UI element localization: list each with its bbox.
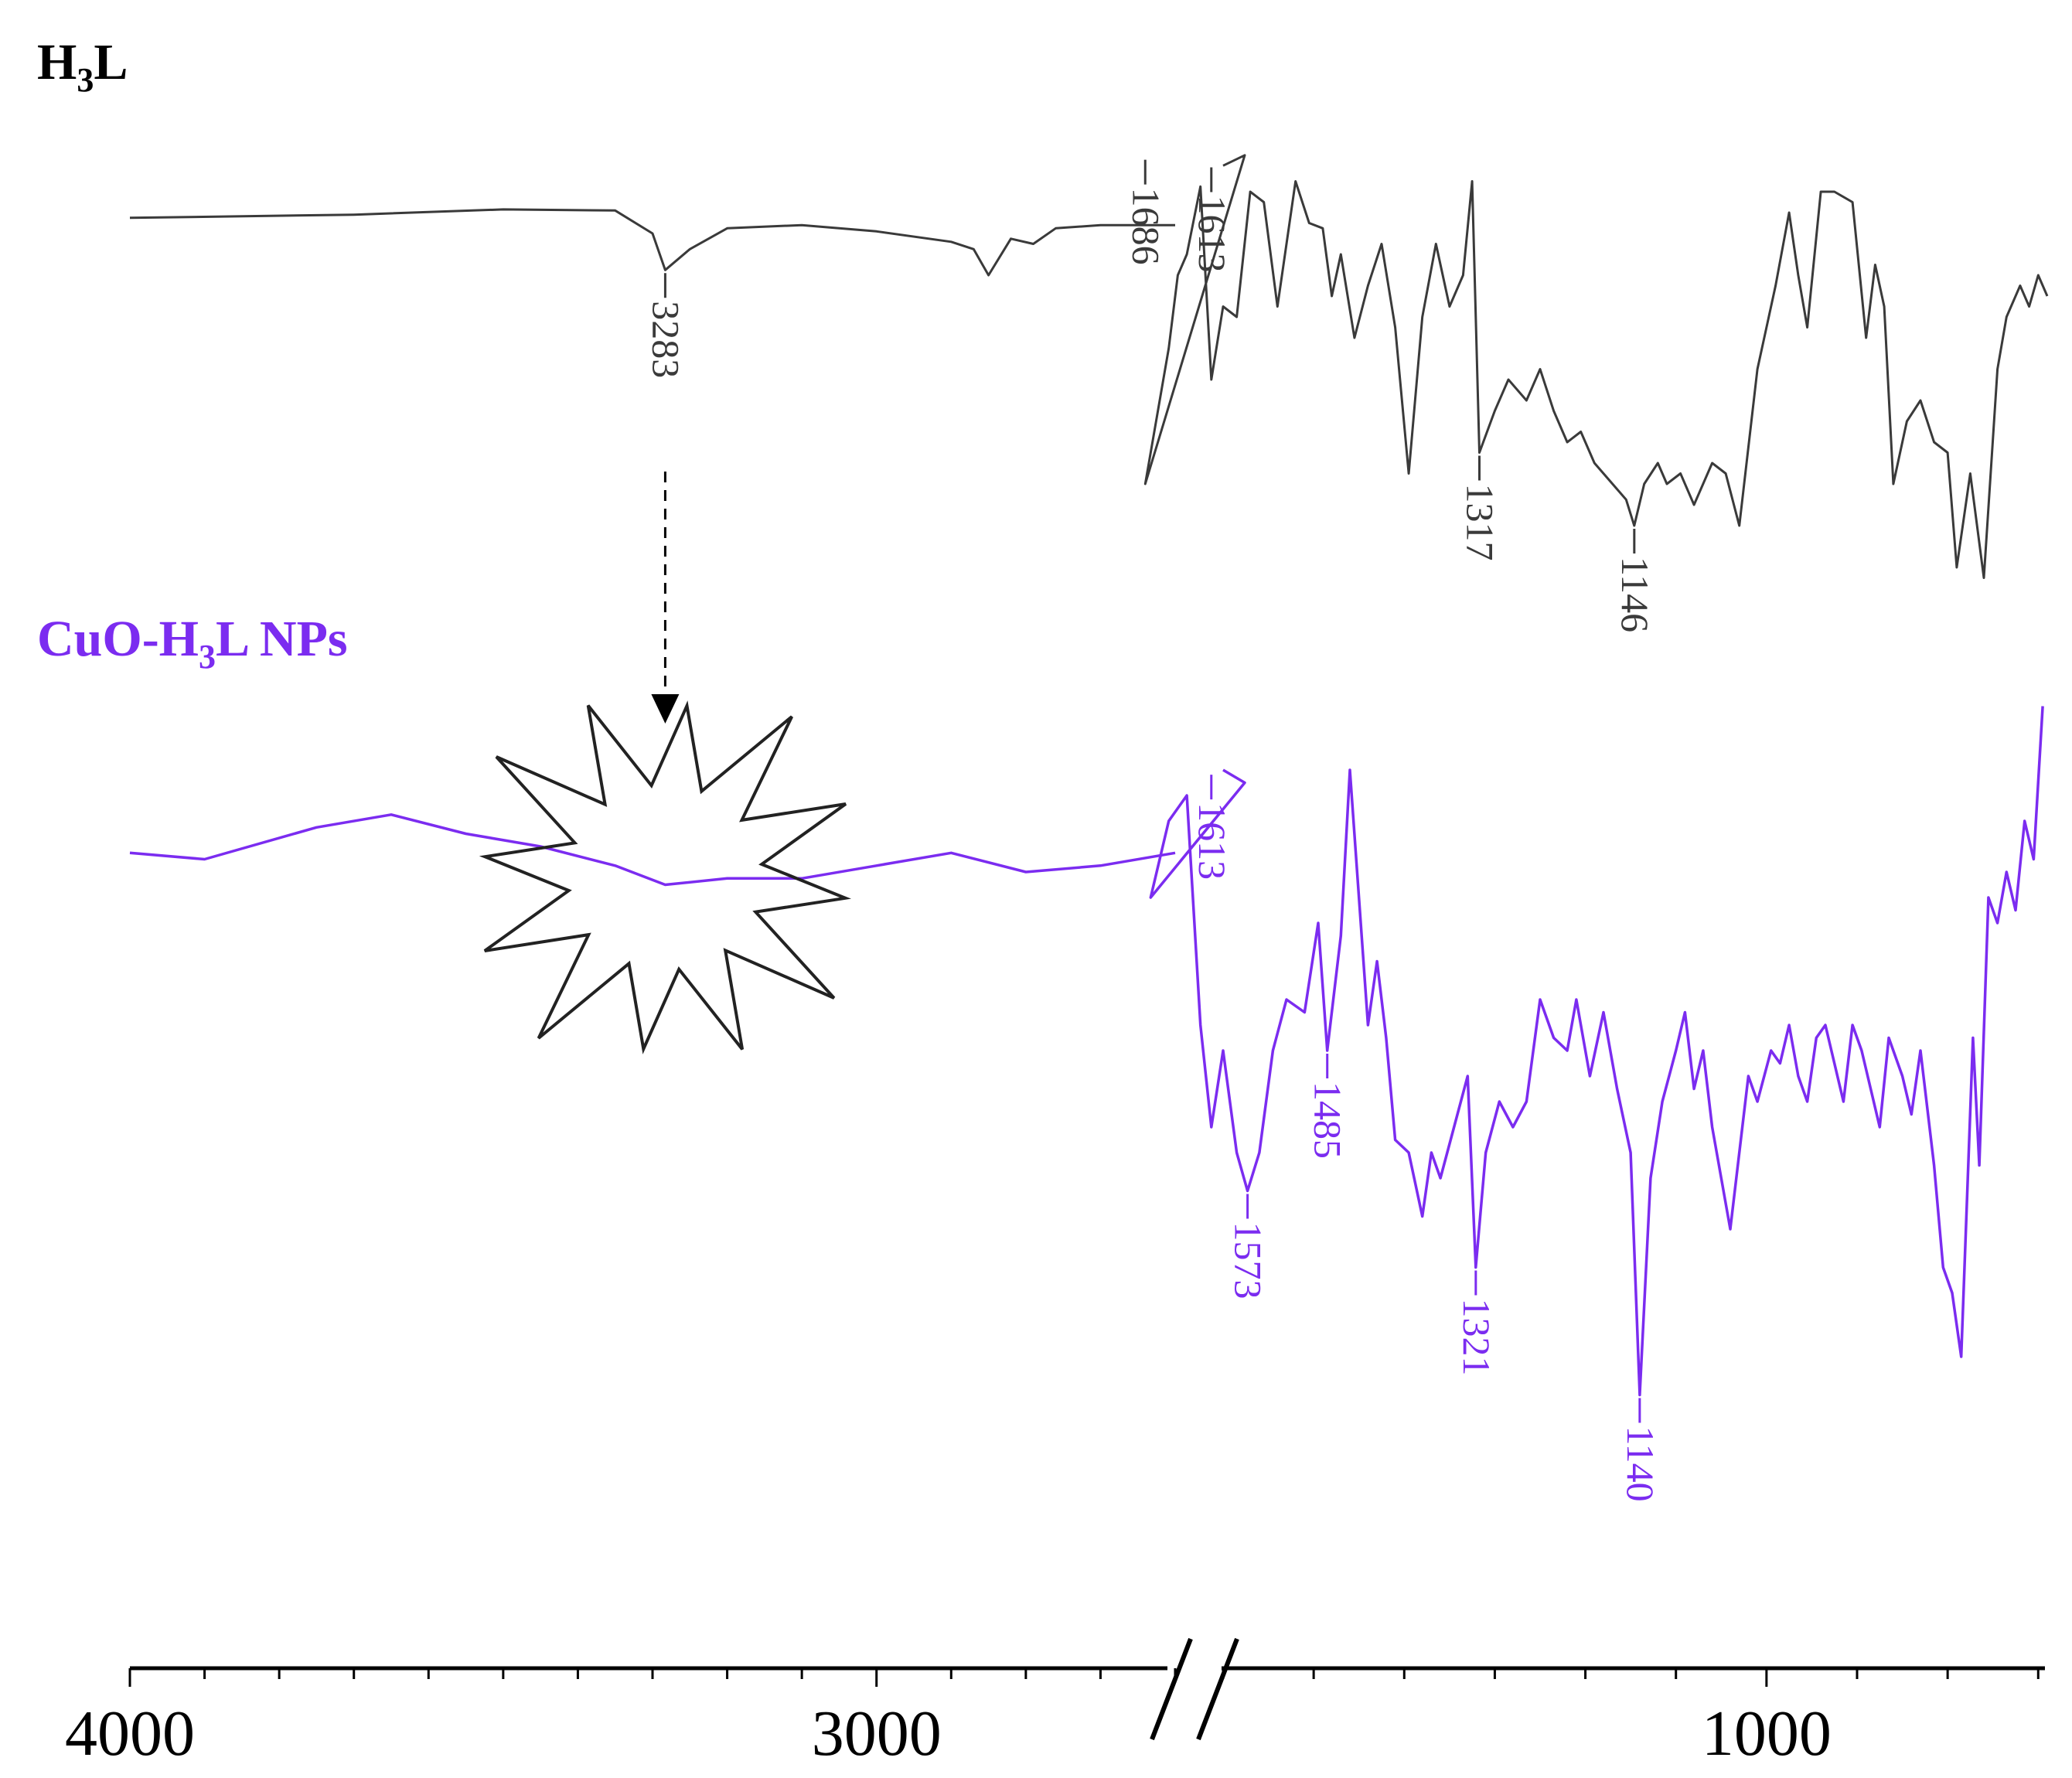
x-axis: 4000 3000 1000 [65, 1637, 2045, 1769]
peak-value: 3283 [644, 301, 687, 378]
x-axis-tick-labels: 4000 3000 1000 [65, 1698, 1832, 1769]
series-title-cuo-rest: L NPs [216, 611, 348, 667]
series-title-cuo-sub: 3 [199, 638, 216, 676]
x-tick-label-3000: 3000 [812, 1698, 942, 1769]
x-axis-minor-ticks [128, 1668, 2040, 1687]
starburst-highlight [479, 700, 851, 1054]
axis-break-mark-left [1150, 1637, 1193, 1741]
annotations [479, 472, 851, 1054]
series-title-h3l-sub: 3 [77, 61, 94, 99]
peak-value: 1686 [1124, 188, 1167, 265]
peak-label-h3l-1686: 1686 [1124, 159, 1167, 265]
peak-label-cuo-1613: 1613 [1191, 775, 1234, 880]
peak-label-cuo-1321: 1321 [1455, 1270, 1498, 1376]
trace-h3l-low [1143, 154, 2049, 579]
series-title-h3l-rest: L [94, 34, 128, 90]
peak-label-h3l-1613: 1613 [1191, 167, 1234, 272]
series-title-cuo: CuO-H3L NPs [37, 611, 348, 676]
peak-value: 1146 [1614, 557, 1657, 632]
series-title-cuo-main: CuO-H [37, 611, 199, 667]
peak-value: 1317 [1459, 484, 1502, 561]
peak-value: 1321 [1455, 1299, 1498, 1376]
trace-cuo-low [1149, 706, 2044, 1397]
axis-break-mark-right [1196, 1637, 1239, 1741]
series-title-h3l-main: H [37, 34, 77, 90]
peak-value: 1613 [1191, 802, 1234, 880]
peak-labels: 3283 1686 1613 1317 1146 1613 1573 1485 1321 1140 [644, 159, 1662, 1502]
peak-value: 1140 [1619, 1426, 1662, 1502]
x-tick-label-1000: 1000 [1702, 1698, 1832, 1769]
peak-value: 1573 [1227, 1222, 1270, 1299]
peak-value: 1613 [1191, 195, 1234, 272]
peak-label-cuo-1573: 1573 [1227, 1194, 1270, 1299]
trace-h3l-high [129, 208, 1175, 277]
peak-label-h3l-1317: 1317 [1459, 455, 1502, 561]
peak-label-cuo-1140: 1140 [1619, 1398, 1662, 1502]
dashed-arrow-head [651, 694, 680, 724]
peak-label-cuo-1485: 1485 [1307, 1054, 1350, 1159]
spectrum-traces [129, 154, 2049, 1397]
series-title-h3l: H3L [37, 34, 128, 99]
trace-cuo-high [129, 813, 1176, 887]
peak-label-h3l-3283: 3283 [644, 273, 687, 378]
peak-label-h3l-1146: 1146 [1614, 529, 1657, 632]
x-tick-label-4000: 4000 [65, 1698, 195, 1769]
peak-value: 1485 [1307, 1081, 1350, 1159]
